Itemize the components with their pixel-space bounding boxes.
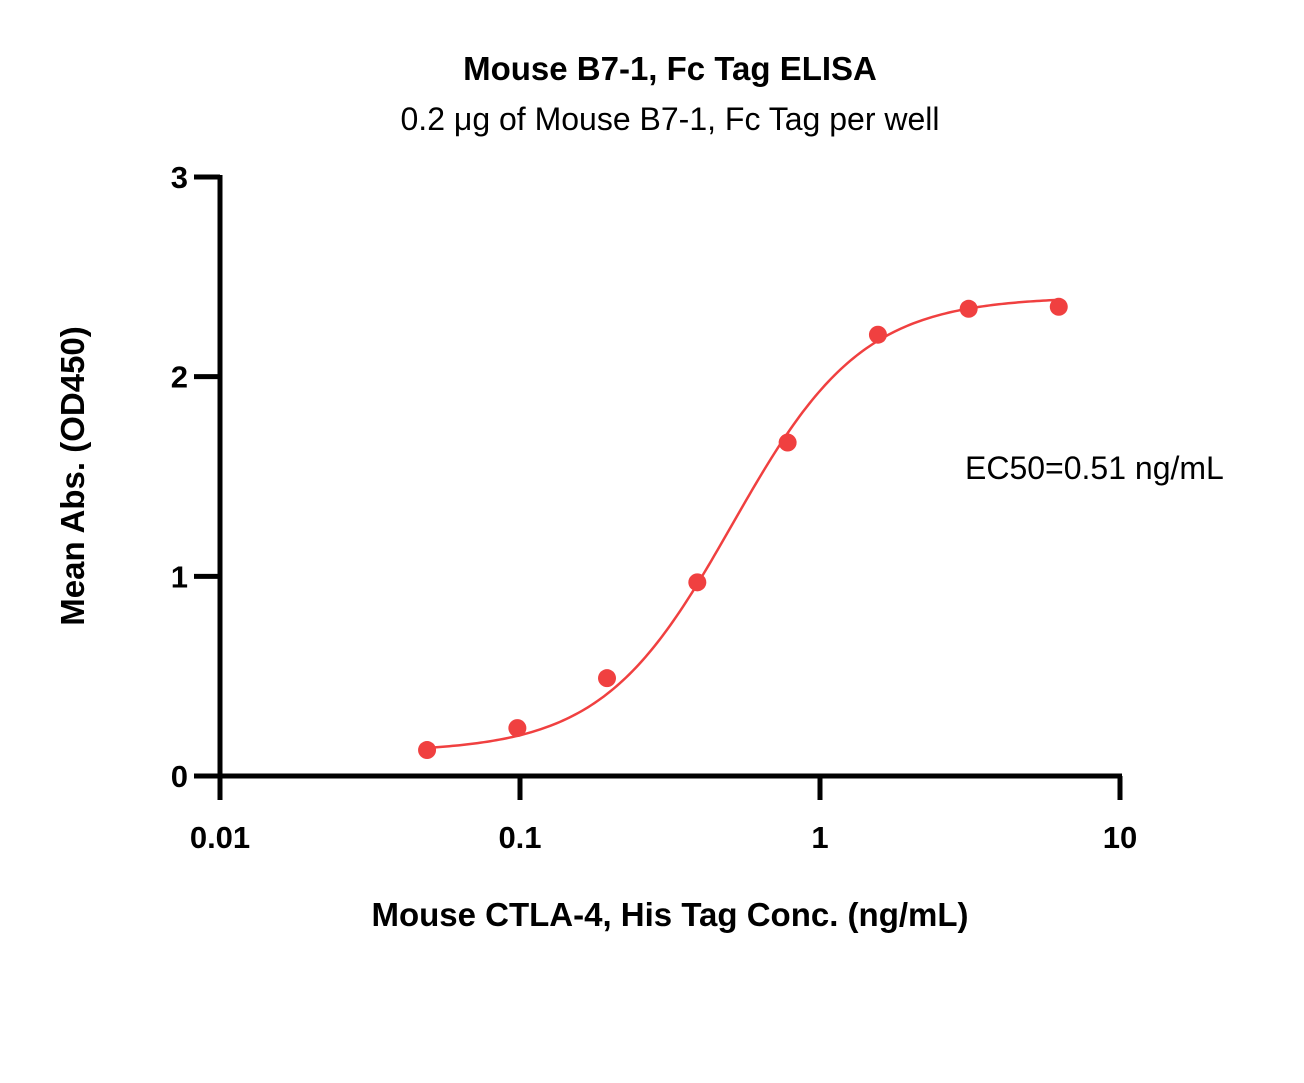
x-axis-label: Mouse CTLA-4, His Tag Conc. (ng/mL) (371, 896, 968, 933)
y-tick-label: 1 (171, 559, 188, 594)
y-tick-label: 2 (171, 360, 188, 395)
data-point (778, 433, 797, 452)
data-points (418, 297, 1068, 760)
ec50-annotation: EC50=0.51 ng/mL (965, 450, 1224, 486)
data-point (688, 573, 707, 592)
x-tick-label: 0.1 (498, 820, 541, 855)
y-tick-label: 0 (171, 759, 188, 794)
x-tick-label: 10 (1103, 820, 1137, 855)
data-point (1049, 297, 1068, 316)
ticks: 0.01 0.1 1 10 0 1 2 3 (171, 160, 1137, 855)
x-tick-label: 0.01 (190, 820, 250, 855)
data-point (418, 741, 437, 760)
y-tick-label: 3 (171, 160, 188, 195)
chart-title: Mouse B7-1, Fc Tag ELISA (463, 50, 877, 87)
data-point (868, 325, 887, 344)
x-tick-label: 1 (811, 820, 828, 855)
data-point (959, 299, 978, 318)
data-point (508, 719, 527, 738)
fit-curve (426, 298, 1059, 750)
fit-curve-group (426, 298, 1059, 750)
chart-subtitle: 0.2 μg of Mouse B7-1, Fc Tag per well (401, 101, 940, 137)
axes (217, 175, 1122, 779)
data-point (598, 669, 617, 688)
y-axis-label: Mean Abs. (OD450) (54, 326, 91, 626)
